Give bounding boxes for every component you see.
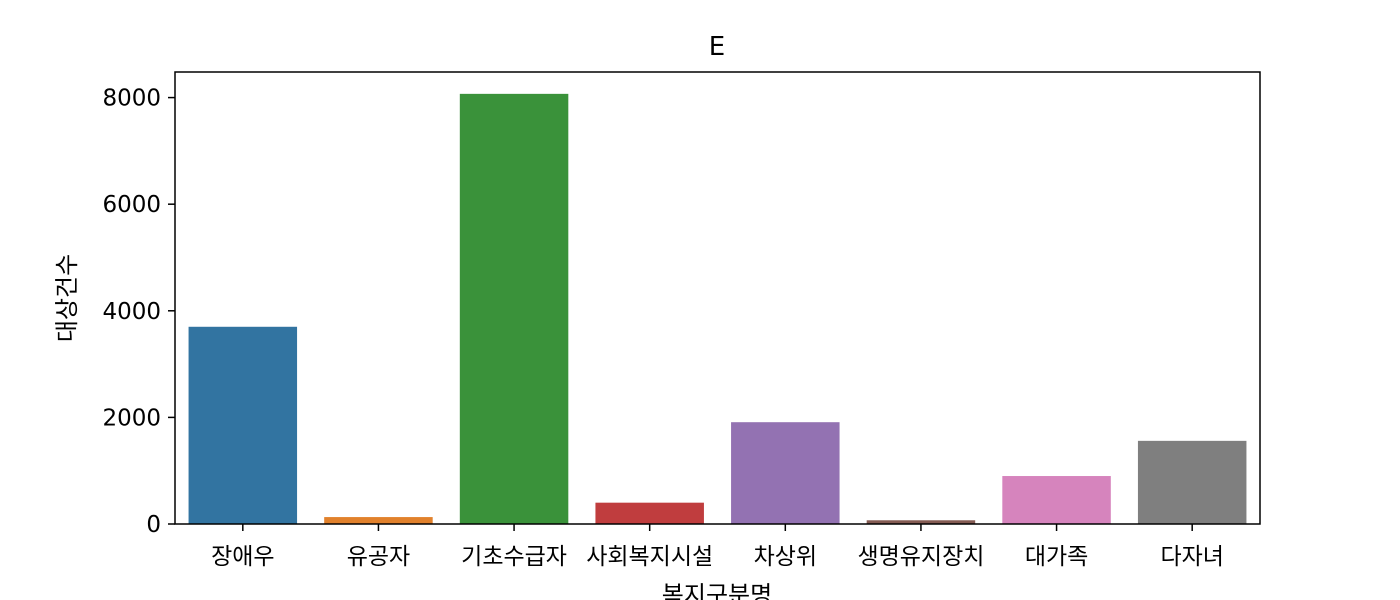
x-axis-ticks: 장애우 유공자 기초수급자 사회복지시설 차상위 생명유지장치 대가족 다자녀 — [211, 524, 1224, 570]
bar-5 — [866, 520, 976, 524]
x-tick-label: 사회복지시설 — [586, 544, 713, 570]
bar-3 — [595, 502, 704, 524]
y-axis-label: 대상건수 — [53, 254, 81, 342]
x-tick-label: 기초수급자 — [461, 544, 567, 570]
bars — [188, 93, 1247, 525]
chart-title: E — [709, 32, 725, 62]
x-tick-label: 생명유지장치 — [857, 544, 984, 570]
bar-1 — [324, 517, 433, 524]
plot-frame — [174, 71, 1261, 525]
bar-7 — [1137, 440, 1247, 524]
bar-4 — [731, 422, 840, 524]
bar-0 — [188, 326, 298, 524]
x-tick-label: 차상위 — [754, 544, 817, 570]
y-tick-label: 6000 — [102, 192, 161, 218]
y-tick-label: 2000 — [102, 405, 161, 431]
x-axis-label: 복지구분명 — [662, 581, 772, 600]
y-axis-ticks: 0 2000 4000 6000 8000 — [102, 86, 175, 538]
y-tick-label: 8000 — [102, 86, 161, 112]
y-tick-label: 0 — [146, 512, 161, 538]
x-tick-label: 유공자 — [347, 544, 410, 570]
x-tick-label: 대가족 — [1025, 544, 1088, 570]
x-tick-label: 장애우 — [211, 544, 274, 570]
bar-6 — [1002, 476, 1111, 524]
bar-2 — [459, 93, 569, 525]
y-tick-label: 4000 — [102, 299, 161, 325]
x-tick-label: 다자녀 — [1160, 544, 1223, 570]
